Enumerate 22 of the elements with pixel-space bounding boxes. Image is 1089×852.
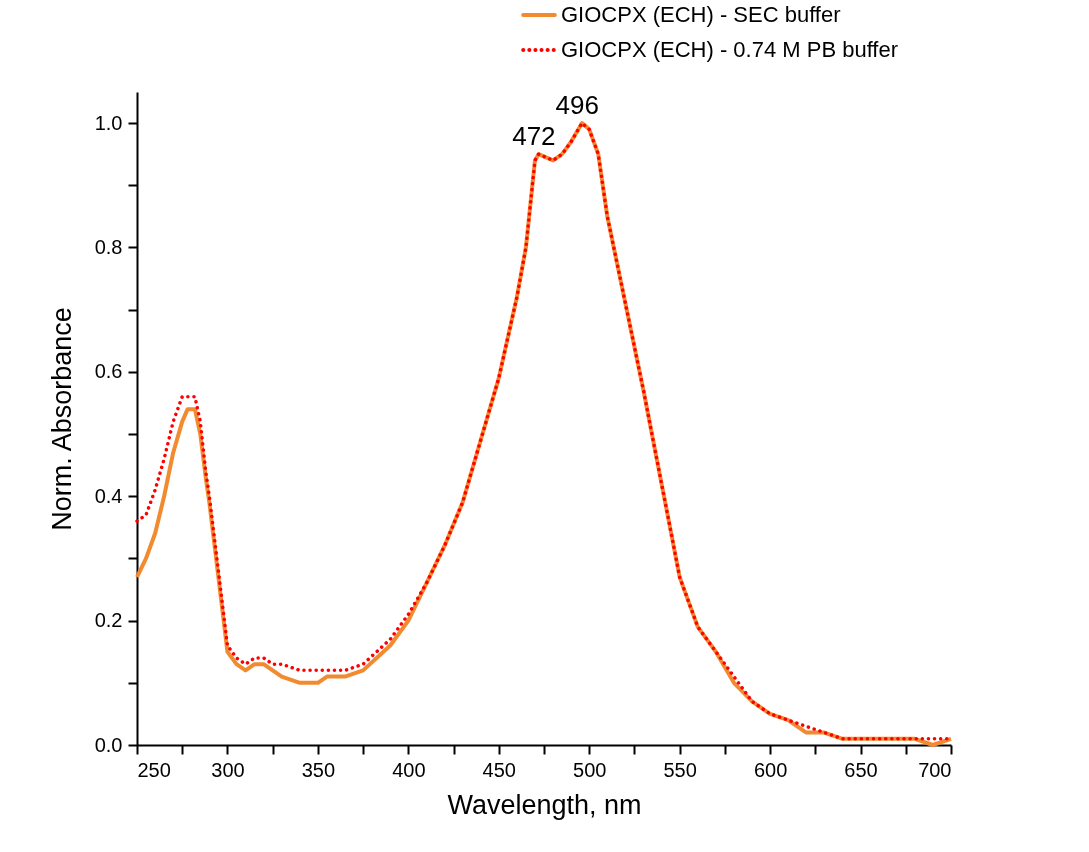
y-tick-label: 0.8 (94, 235, 123, 258)
x-tick-label: 250 (137, 758, 171, 781)
y-tick-label: 0.2 (94, 609, 123, 632)
x-tick-label: 300 (211, 758, 245, 781)
x-tick-label: 400 (392, 758, 426, 781)
y-tick-label: 0.6 (94, 360, 123, 383)
x-axis-title: Wavelength, nm (447, 789, 642, 820)
y-tick-label: 0.4 (94, 484, 123, 507)
x-tick-label: 450 (482, 758, 516, 781)
x-tick-label: 600 (753, 758, 788, 781)
x-tick-label: 350 (301, 758, 336, 781)
legend-label: GIOCPX (ECH) - SEC buffer (561, 2, 841, 27)
y-axis-title: Norm. Absorbance (46, 307, 77, 531)
annotation: 472 (512, 121, 556, 152)
legend-label: GIOCPX (ECH) - 0.74 M PB buffer (561, 37, 899, 62)
x-tick-label: 650 (844, 758, 878, 781)
x-tick-label: 500 (573, 758, 607, 781)
y-tick-label: 1.0 (94, 111, 123, 134)
x-tick-label: 700 (918, 758, 952, 781)
x-tick-label: 550 (663, 758, 697, 781)
annotation: 496 (555, 90, 599, 121)
y-tick-label: 0.0 (94, 733, 123, 756)
